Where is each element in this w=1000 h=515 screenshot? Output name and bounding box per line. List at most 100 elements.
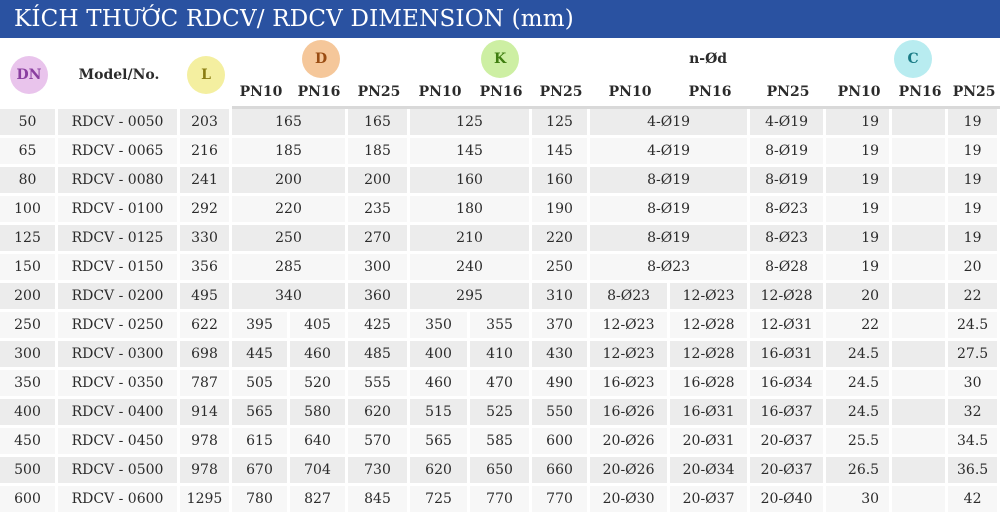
cell-d-pn25: 200 (348, 167, 411, 196)
cell-d-pn10-16: 185 (232, 138, 348, 167)
cell-k-pn25: 145 (532, 138, 591, 167)
table-row: 100 RDCV - 0100 292 220 235 180 190 8-Ø1… (0, 196, 1000, 225)
cell-k-pn10-16: 180 (410, 196, 533, 225)
cell-c-pn16 (892, 167, 949, 196)
cell-k-pn10-16: 160 (410, 167, 533, 196)
cell-n-pn10: 8-Ø23 (590, 283, 671, 312)
cell-l: 978 (180, 457, 232, 486)
cell-c-pn16 (892, 486, 949, 515)
cell-n-pn25: 12-Ø28 (750, 283, 827, 312)
cell-l: 914 (180, 399, 232, 428)
cell-n-pn10: 20-Ø26 (590, 457, 671, 486)
cell-n-pn10-16: 8-Ø19 (590, 196, 751, 225)
cell-c-pn16 (892, 457, 949, 486)
table-row: 80 RDCV - 0080 241 200 200 160 160 8-Ø19… (0, 167, 1000, 196)
cell-c-pn16 (892, 283, 949, 312)
cell-c-pn10: 24.5 (826, 341, 893, 370)
cell-c-pn16 (892, 138, 949, 167)
cell-model: RDCV - 0500 (58, 457, 180, 486)
cell-d-pn10-16: 165 (232, 109, 348, 138)
cell-model: RDCV - 0350 (58, 370, 180, 399)
cell-d-pn16: 640 (290, 428, 348, 457)
cell-d-pn16: 704 (290, 457, 348, 486)
header-k: K (410, 40, 590, 78)
cell-c-pn10: 19 (826, 225, 893, 254)
cell-dn: 450 (0, 428, 58, 457)
cell-k-pn25: 125 (532, 109, 591, 138)
cell-n-pn25: 8-Ø23 (750, 196, 827, 225)
header-n-pn16: PN16 (670, 78, 751, 109)
header-n-pn25: PN25 (750, 78, 827, 109)
cell-d-pn25: 360 (348, 283, 411, 312)
cell-k-pn10: 515 (410, 399, 471, 428)
cell-k-pn25: 310 (532, 283, 591, 312)
cell-n-pn10-16: 4-Ø19 (590, 138, 751, 167)
cell-model: RDCV - 0200 (58, 283, 180, 312)
cell-d-pn10-16: 200 (232, 167, 348, 196)
cell-n-pn25: 16-Ø34 (750, 370, 827, 399)
cell-d-pn25: 165 (348, 109, 411, 138)
table-row: 450 RDCV - 0450 978 615 640 570 565 585 … (0, 428, 1000, 457)
cell-d-pn25: 570 (348, 428, 411, 457)
table-row: 400 RDCV - 0400 914 565 580 620 515 525 … (0, 399, 1000, 428)
cell-model: RDCV - 0100 (58, 196, 180, 225)
cell-k-pn10-16: 240 (410, 254, 533, 283)
k-bubble: K (481, 40, 520, 78)
cell-d-pn10: 505 (232, 370, 290, 399)
cell-n-pn10: 20-Ø26 (590, 428, 671, 457)
cell-d-pn10: 445 (232, 341, 290, 370)
cell-model: RDCV - 0150 (58, 254, 180, 283)
cell-d-pn10-16: 340 (232, 283, 348, 312)
cell-k-pn16: 410 (470, 341, 533, 370)
header-nod: n-Ød (689, 51, 728, 67)
cell-d-pn16: 460 (290, 341, 348, 370)
cell-d-pn25: 845 (348, 486, 411, 515)
l-bubble: L (187, 55, 225, 94)
header-dn: DN (0, 40, 58, 109)
cell-n-pn10-16: 8-Ø19 (590, 225, 751, 254)
cell-l: 241 (180, 167, 232, 196)
cell-k-pn10: 400 (410, 341, 471, 370)
table-row: 500 RDCV - 0500 978 670 704 730 620 650 … (0, 457, 1000, 486)
cell-dn: 80 (0, 167, 58, 196)
table-row: 50 RDCV - 0050 203 165 165 125 125 4-Ø19… (0, 109, 1000, 138)
cell-c-pn25: 24.5 (948, 312, 1000, 341)
cell-k-pn10: 725 (410, 486, 471, 515)
table-row: 65 RDCV - 0065 216 185 185 145 145 4-Ø19… (0, 138, 1000, 167)
cell-k-pn16: 470 (470, 370, 533, 399)
cell-n-pn16: 12-Ø23 (670, 283, 751, 312)
cell-c-pn25: 19 (948, 196, 1000, 225)
cell-n-pn16: 20-Ø37 (670, 486, 751, 515)
cell-l: 1295 (180, 486, 232, 515)
cell-c-pn10: 19 (826, 167, 893, 196)
cell-model: RDCV - 0400 (58, 399, 180, 428)
cell-d-pn10: 780 (232, 486, 290, 515)
cell-c-pn10: 19 (826, 196, 893, 225)
cell-k-pn16: 650 (470, 457, 533, 486)
cell-dn: 50 (0, 109, 58, 138)
cell-k-pn16: 355 (470, 312, 533, 341)
header-k-pn25: PN25 (532, 78, 591, 109)
cell-k-pn25: 220 (532, 225, 591, 254)
cell-l: 622 (180, 312, 232, 341)
table-row: 250 RDCV - 0250 622 395 405 425 350 355 … (0, 312, 1000, 341)
header-k-pn16: PN16 (470, 78, 533, 109)
cell-model: RDCV - 0125 (58, 225, 180, 254)
cell-model: RDCV - 0080 (58, 167, 180, 196)
cell-d-pn25: 185 (348, 138, 411, 167)
cell-d-pn25: 270 (348, 225, 411, 254)
cell-n-pn10: 20-Ø30 (590, 486, 671, 515)
cell-c-pn10: 26.5 (826, 457, 893, 486)
cell-dn: 500 (0, 457, 58, 486)
cell-c-pn10: 19 (826, 138, 893, 167)
cell-n-pn25: 20-Ø40 (750, 486, 827, 515)
cell-c-pn10: 25.5 (826, 428, 893, 457)
cell-c-pn25: 27.5 (948, 341, 1000, 370)
cell-c-pn25: 32 (948, 399, 1000, 428)
cell-l: 203 (180, 109, 232, 138)
cell-k-pn25: 160 (532, 167, 591, 196)
cell-c-pn25: 19 (948, 225, 1000, 254)
cell-dn: 600 (0, 486, 58, 515)
cell-c-pn16 (892, 399, 949, 428)
